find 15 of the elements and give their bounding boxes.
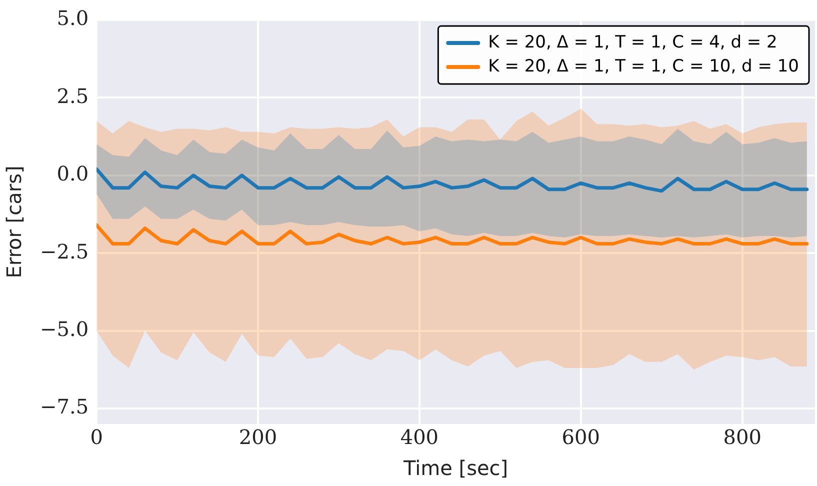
- x-axis-title: Time [sec]: [402, 456, 508, 480]
- x-tick-label: 400: [400, 425, 439, 450]
- x-tick-label: 200: [238, 425, 278, 450]
- y-tick-label: 2.5: [56, 84, 89, 108]
- y-axis-title: Error [cars]: [2, 166, 26, 278]
- legend-label: K = 20, Δ = 1, T = 1, C = 4, d = 2: [488, 32, 778, 52]
- y-tick-label: −2.5: [40, 239, 89, 264]
- y-tick-label: 0.0: [56, 162, 89, 186]
- x-tick-label: 600: [562, 425, 600, 450]
- x-tick-label: 800: [723, 425, 762, 450]
- y-tick-label: 5.0: [56, 6, 89, 30]
- legend-label: K = 20, Δ = 1, T = 1, C = 10, d = 10: [488, 56, 800, 76]
- y-tick-label: −5.0: [40, 316, 89, 341]
- y-tick-label: −7.5: [40, 394, 89, 419]
- x-tick-label: 0: [90, 425, 103, 450]
